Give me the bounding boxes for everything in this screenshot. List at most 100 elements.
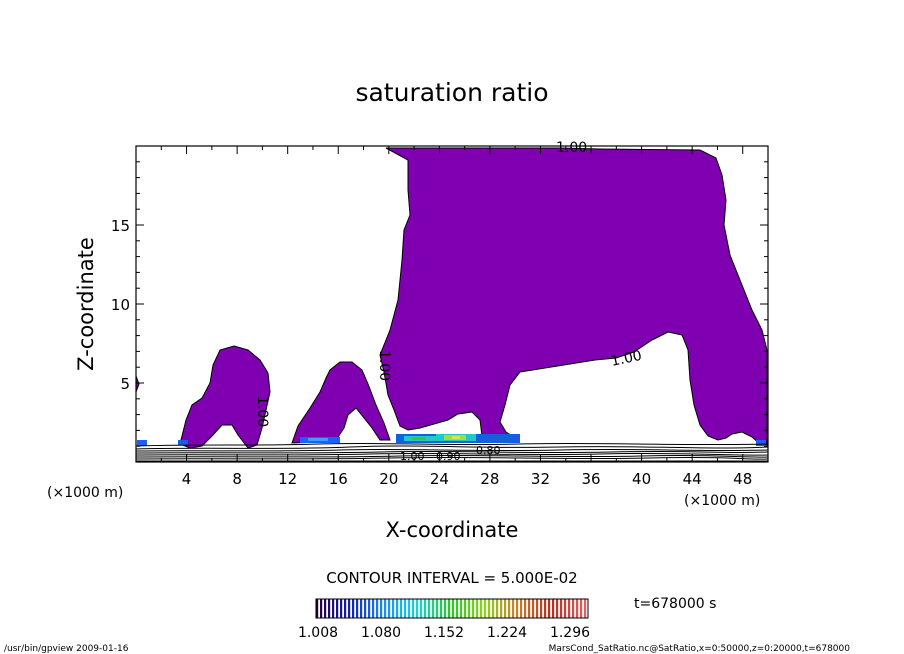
colorbar-stripe [444,599,447,618]
colorbar-stripe [324,599,327,618]
contour-label: 0.80 [476,444,501,457]
colorbar-tick-label: 1.224 [487,625,527,641]
colorbar-stripe [408,599,411,618]
colorbar-stripe [544,599,547,618]
x-tick-label: 8 [232,470,242,488]
colorbar-stripe [584,599,587,618]
colorbar-stripe [448,599,451,618]
colorbar-stripe [420,599,423,618]
colorbar-stripe [456,599,459,618]
colorbar-tick-label: 1.296 [550,625,590,641]
x-axis-ticks: 4 8 12 16 20 24 28 32 36 40 44 48 [160,146,752,488]
colorbar-stripe [348,599,351,618]
x-tick-label: 32 [531,470,550,488]
chart-title: saturation ratio [355,78,548,107]
colorbar-frame [315,598,589,619]
colorbar-tick-label: 1.152 [424,625,464,641]
x-tick-label: 40 [632,470,651,488]
colorbar-stripe [492,599,495,618]
colorbar-stripe [504,599,507,618]
colorbar-stripe [572,599,575,618]
time-label: t=678000 s [634,596,716,612]
colorbar-stripe [336,599,339,618]
colorbar-stripe [568,599,571,618]
colorbar-stripe [480,599,483,618]
x-tick-label: 28 [480,470,499,488]
colorbar-stripe [528,599,531,618]
colorbar-stripe [552,599,555,618]
contour-label: 1.00 [556,140,587,156]
x-axis-label: X-coordinate [386,518,519,542]
y-tick-label: 10 [111,296,130,314]
colorbar-stripe [332,599,335,618]
colorbar-stripe [580,599,583,618]
x-tick-label: 20 [379,470,398,488]
colorbar-stripe [356,599,359,618]
colorbar-stripe [556,599,559,618]
colorbar-stripe [460,599,463,618]
supersaturation-fill [135,147,768,449]
colorbar-stripe [564,599,567,618]
x-axis-unit-right: (×1000 m) [684,493,760,509]
y-tick-label: 15 [111,217,130,235]
colorbar-tick-label: 1.080 [361,625,401,641]
contour-labels: 1.00 1.00 1.00 1.00 1.00 0.90 0.80 [254,140,643,463]
contour-label: 0.90 [436,450,461,463]
x-tick-label: 4 [182,470,192,488]
x-tick-label: 44 [683,470,702,488]
colorbar-stripe [372,599,375,618]
colorbar-stripe [340,599,343,618]
high-saturation-patches [137,434,766,446]
colorbar-stripe [496,599,499,618]
colorbar-stripe [392,599,395,618]
colorbar-stripe [436,599,439,618]
colorbar: 1.008 1.080 1.152 1.224 1.296 [298,598,590,641]
colorbar-stripe [488,599,491,618]
colorbar-stripe [320,599,323,618]
y-axis-label: Z-coordinate [74,237,98,371]
colorbar-stripe [360,599,363,618]
contour-interval-text: CONTOUR INTERVAL = 5.000E-02 [326,569,577,587]
colorbar-stripe [540,599,543,618]
colorbar-stripe [376,599,379,618]
contour-label: 1.00 [376,350,392,381]
colorbar-stripe [484,599,487,618]
contour-label: 1.00 [400,450,425,463]
colorbar-stripe [500,599,503,618]
colorbar-stripe [512,599,515,618]
colorbar-stripe [476,599,479,618]
x-tick-label: 12 [278,470,297,488]
colorbar-stripe [416,599,419,618]
colorbar-stripe [548,599,551,618]
colorbar-stripe [468,599,471,618]
colorbar-stripe [532,599,535,618]
colorbar-tick-label: 1.008 [298,625,338,641]
colorbar-stripe [560,599,563,618]
fill-region-mid [291,361,391,444]
colorbar-stripe [524,599,527,618]
fill-region-left [179,345,271,449]
y-tick-label: 5 [120,375,130,393]
colorbar-stripe [344,599,347,618]
colorbar-stripe [388,599,391,618]
colorbar-stripe [352,599,355,618]
colorbar-stripe [472,599,475,618]
footer-right: MarsCond_SatRatio.nc@SatRatio,x=0:50000,… [549,644,851,654]
colorbar-stripe [576,599,579,618]
colorbar-stripe [424,599,427,618]
colorbar-stripe [396,599,399,618]
colorbar-stripe [328,599,331,618]
x-tick-label: 24 [430,470,449,488]
colorbar-stripe [400,599,403,618]
y-axis-ticks: 5 10 15 [111,161,768,447]
colorbar-stripe [368,599,371,618]
colorbar-ticks: 1.008 1.080 1.152 1.224 1.296 [298,625,590,641]
colorbar-stripe [452,599,455,618]
colorbar-stripe [520,599,523,618]
colorbar-stripe [384,599,387,618]
colorbar-stripe [364,599,367,618]
colorbar-stripe [316,599,319,618]
colorbar-stripe [536,599,539,618]
colorbar-stripe [380,599,383,618]
